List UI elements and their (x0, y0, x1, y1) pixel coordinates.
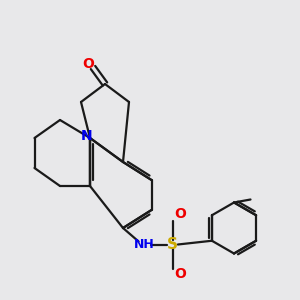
Text: O: O (82, 57, 94, 71)
Text: O: O (174, 268, 186, 281)
Text: N: N (81, 130, 92, 143)
Text: O: O (174, 208, 186, 221)
Text: NH: NH (134, 238, 154, 251)
Text: S: S (167, 237, 178, 252)
